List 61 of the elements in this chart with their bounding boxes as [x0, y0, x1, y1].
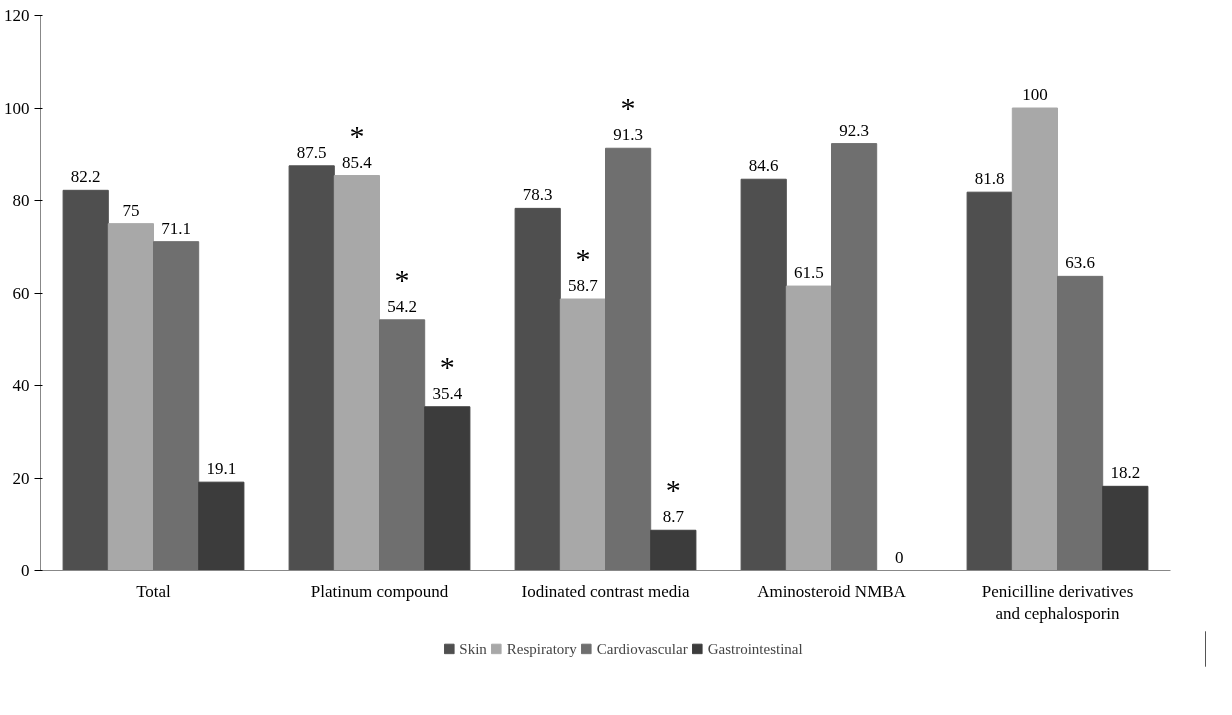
bar — [107, 223, 154, 571]
data-label: 100 — [1022, 85, 1048, 104]
data-label: 75 — [122, 200, 140, 220]
bar — [1102, 485, 1149, 571]
data-label: 35.4 — [432, 383, 463, 403]
x-tick-label: Aminosteroid NMBA — [757, 581, 907, 601]
annotation: * — [394, 262, 410, 296]
data-label: 61.5 — [794, 263, 824, 283]
data-label: 54.2 — [387, 296, 417, 316]
data-label: 84.6 — [748, 156, 779, 176]
bar — [785, 285, 832, 571]
y-tick-label: 100 — [4, 98, 30, 118]
bar — [198, 481, 245, 571]
data-label: 8.7 — [662, 507, 685, 527]
annotation: * — [349, 118, 365, 152]
x-tick-label: Platinum compound — [310, 581, 449, 601]
bar — [153, 241, 200, 571]
bar — [288, 165, 335, 571]
bar — [333, 175, 380, 571]
y-tick-label: 80 — [12, 191, 30, 210]
bar — [650, 529, 697, 571]
bar — [559, 298, 606, 571]
data-label: 19.1 — [206, 459, 237, 479]
legend-label: Respiratory — [506, 640, 577, 657]
legend-label: Gastrointestinal — [707, 640, 803, 657]
x-tick-label: Penicilline derivatives and cephalosporin — [981, 581, 1134, 624]
bar — [424, 406, 471, 571]
data-label: 87.5 — [296, 142, 327, 162]
annotation: * — [439, 349, 455, 383]
y-tick-label: 120 — [4, 6, 30, 25]
data-label: 0 — [895, 547, 904, 567]
bar — [379, 319, 426, 571]
bar — [831, 143, 878, 571]
data-label: 91.3 — [613, 125, 643, 145]
bar — [605, 147, 652, 571]
y-tick-label: 0 — [21, 561, 30, 580]
annotation: * — [620, 91, 636, 125]
y-tick-label: 40 — [12, 376, 30, 395]
data-label: 81.8 — [974, 169, 1005, 189]
data-label: 92.3 — [839, 120, 869, 140]
bar — [62, 189, 109, 571]
bar — [966, 191, 1013, 571]
data-label: 82.2 — [70, 167, 101, 187]
legend-label: Skin — [459, 640, 487, 657]
data-label: 58.7 — [568, 276, 599, 296]
data-label: 85.4 — [342, 152, 373, 172]
bar — [1057, 275, 1104, 571]
data-label: 78.3 — [522, 185, 553, 205]
annotation: * — [665, 473, 681, 507]
x-tick-label: Total — [136, 581, 172, 601]
data-label: 71.1 — [161, 218, 191, 238]
annotation: * — [575, 242, 591, 276]
bar — [1011, 107, 1058, 571]
y-tick-label: 60 — [12, 283, 30, 303]
y-tick-label: 20 — [12, 468, 30, 488]
data-label: 63.6 — [1065, 253, 1095, 273]
legend-label: Cardiovascular — [596, 640, 688, 657]
x-tick-label: Iodinated contrast media — [521, 581, 690, 601]
bar — [740, 178, 787, 571]
bar — [514, 207, 561, 571]
data-label: 18.2 — [1110, 463, 1141, 483]
